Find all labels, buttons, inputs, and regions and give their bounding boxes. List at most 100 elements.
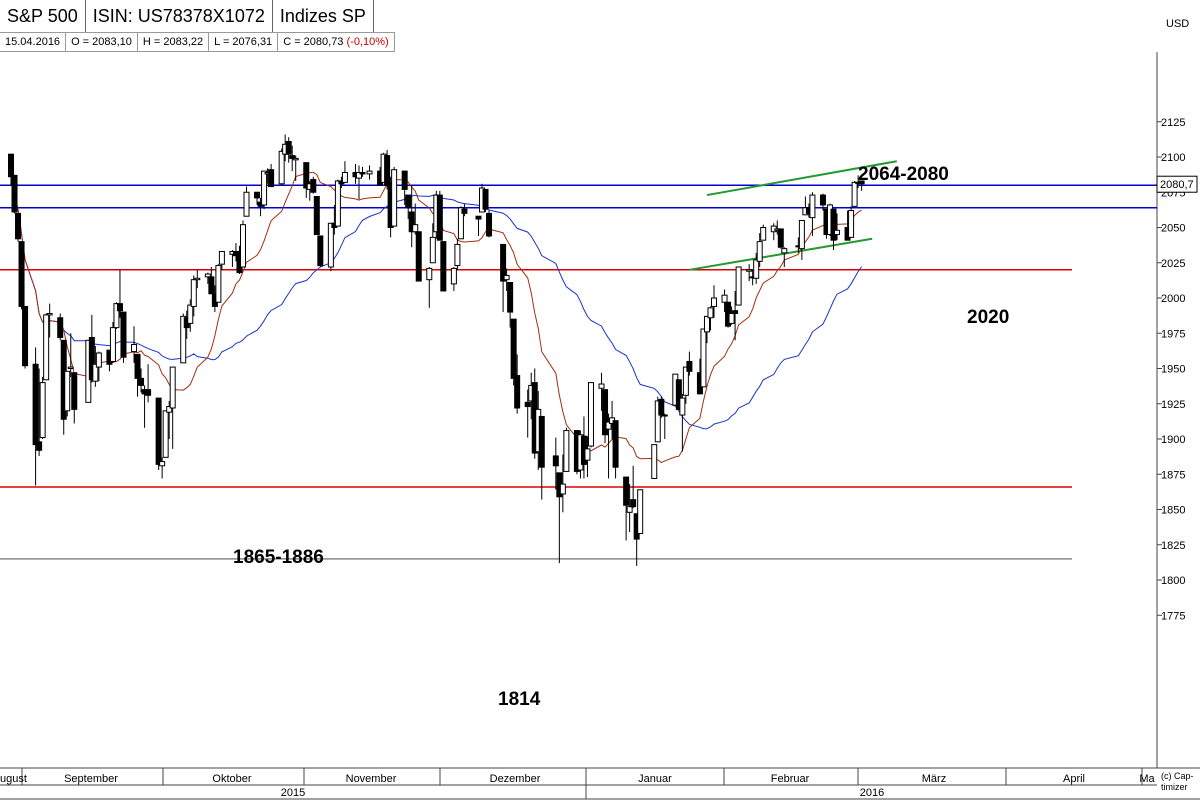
candle-body-up (278, 150, 285, 185)
candle-body-down (858, 180, 865, 185)
candle-body-up (598, 383, 605, 389)
candle-body-down (155, 397, 162, 465)
candle-body-down (440, 241, 447, 292)
candle-body-down (602, 389, 609, 436)
candle-body-up (215, 265, 222, 303)
instrument-name: S&P 500 (0, 0, 86, 32)
candle-body-down (289, 155, 296, 159)
candle-body-down (313, 195, 320, 236)
candle-body-up (169, 366, 176, 409)
candle-body-down (88, 336, 95, 381)
moving-average-slow (10, 176, 863, 430)
candle-body-up (180, 315, 187, 364)
candle-body-up (735, 266, 742, 306)
y-tick-label: 1950 (1161, 364, 1185, 376)
candle-body-down (285, 140, 292, 155)
candle-body-up (327, 222, 334, 268)
candle-body-up (605, 421, 612, 430)
candle-body-up (39, 382, 46, 439)
annotation-label: 2064-2080 (858, 164, 949, 185)
candle-body-down (57, 317, 64, 338)
candle-body-up (204, 273, 211, 278)
candle-body-up (391, 169, 398, 227)
quote-open: O = 2083,10 (66, 33, 138, 51)
candle-body-up (584, 448, 591, 461)
candle-body-up (703, 315, 710, 333)
candle-body-down (208, 276, 215, 295)
candle-body-up (162, 410, 169, 458)
candle-body-up (848, 210, 855, 238)
candle-body-down (538, 415, 545, 468)
candle-body-down (612, 420, 619, 468)
candle-body-up (587, 382, 594, 447)
candle-body-up (450, 267, 457, 285)
candle-body-down (514, 375, 521, 409)
y-tick-label: 1800 (1161, 575, 1185, 587)
year-label: 2015 (281, 787, 305, 799)
candle-body-down (486, 212, 493, 237)
y-tick-label: 1925 (1161, 399, 1185, 411)
candle-body-up (682, 366, 689, 396)
candle-body-up (711, 297, 717, 307)
year-label: 2016 (860, 787, 884, 799)
instrument-isin: ISIN: US78378X1072 (86, 0, 273, 32)
y-tick-label: 1775 (1161, 610, 1185, 622)
candle-body-down (405, 194, 412, 209)
candle-body-down (500, 243, 507, 282)
candle-body-up (559, 483, 566, 495)
candle-body-up (679, 397, 686, 416)
candle-body-down (552, 455, 559, 467)
candle-body-down (658, 399, 665, 416)
instrument-bar: S&P 500 ISIN: US78378X1072 Indizes SP (0, 0, 374, 32)
month-label: November (346, 773, 397, 785)
candle-body-up (109, 327, 116, 362)
candle-body-up (503, 274, 510, 281)
close-value: C = 2080,73 (283, 36, 344, 48)
y-tick-label: 1825 (1161, 540, 1185, 552)
candle-body-down (415, 231, 422, 282)
candle-body-down (436, 194, 443, 241)
last-value-box (1156, 175, 1198, 193)
annotation-label: 1865-1886 (233, 547, 324, 568)
candle-body-down (11, 174, 18, 213)
candle-body-down (623, 476, 630, 506)
candle-body-up (728, 313, 735, 324)
candle-body-up (261, 170, 268, 206)
candle-body-up (429, 236, 436, 264)
candle-body-down (482, 188, 489, 210)
candle-body-up (412, 224, 419, 233)
candle-body-down (18, 241, 25, 307)
currency-label: USD (1166, 18, 1190, 30)
quote-low: L = 2076,31 (209, 33, 279, 51)
candle-body-up (651, 444, 658, 479)
candle-body-up (721, 294, 728, 303)
candle-body-up (92, 363, 99, 382)
month-label: Oktober (212, 773, 251, 785)
month-label: Dezember (490, 773, 541, 785)
quote-high: H = 2083,22 (138, 33, 210, 51)
candle-body-down (777, 228, 784, 248)
candle-body-up (834, 229, 841, 236)
candle-body-up (239, 224, 246, 268)
close-change: (-0,10%) (346, 36, 389, 48)
y-tick-label: 1850 (1161, 505, 1185, 517)
candle-body-up (760, 227, 767, 241)
quote-close: C = 2080,73 (-0,10%) (278, 33, 395, 51)
candle-body-up (809, 194, 816, 219)
candle-body-up (366, 170, 373, 175)
candle-body-down (384, 155, 391, 186)
candle-body-up (756, 241, 763, 262)
candle-body-down (22, 305, 29, 367)
candle-body-up (46, 313, 53, 316)
candle-body-down (732, 310, 739, 315)
candle-body-down (686, 360, 693, 372)
candle-body-up (166, 406, 173, 413)
candle-body-up (218, 250, 225, 265)
y-tick-label: 2100 (1161, 152, 1185, 164)
candle-body-up (707, 307, 714, 319)
candle-body-up (753, 259, 760, 279)
month-label: ugust (0, 773, 27, 785)
candle-body-down (120, 311, 127, 358)
candle-body-down (71, 372, 78, 410)
